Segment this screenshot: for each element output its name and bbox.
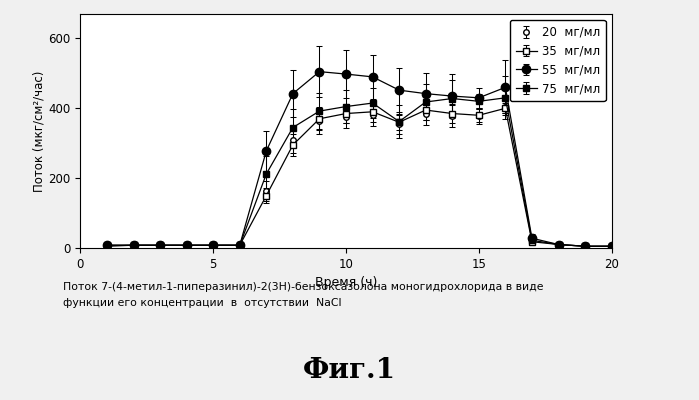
X-axis label: Время (ч): Время (ч) (315, 276, 377, 289)
Text: Фиг.1: Фиг.1 (303, 357, 396, 384)
Legend: 20  мг/мл, 35  мг/мл, 55  мг/мл, 75  мг/мл: 20 мг/мл, 35 мг/мл, 55 мг/мл, 75 мг/мл (510, 20, 606, 102)
Y-axis label: Поток (мкг/см²/час): Поток (мкг/см²/час) (33, 70, 45, 192)
Text: функции его концентрации  в  отсутствии  NaCl: функции его концентрации в отсутствии Na… (63, 298, 341, 308)
Text: Поток 7-(4-метил-1-пиперазинил)-2(3H)-бензоксазолона моногидрохлорида в виде: Поток 7-(4-метил-1-пиперазинил)-2(3H)-бе… (63, 282, 543, 292)
